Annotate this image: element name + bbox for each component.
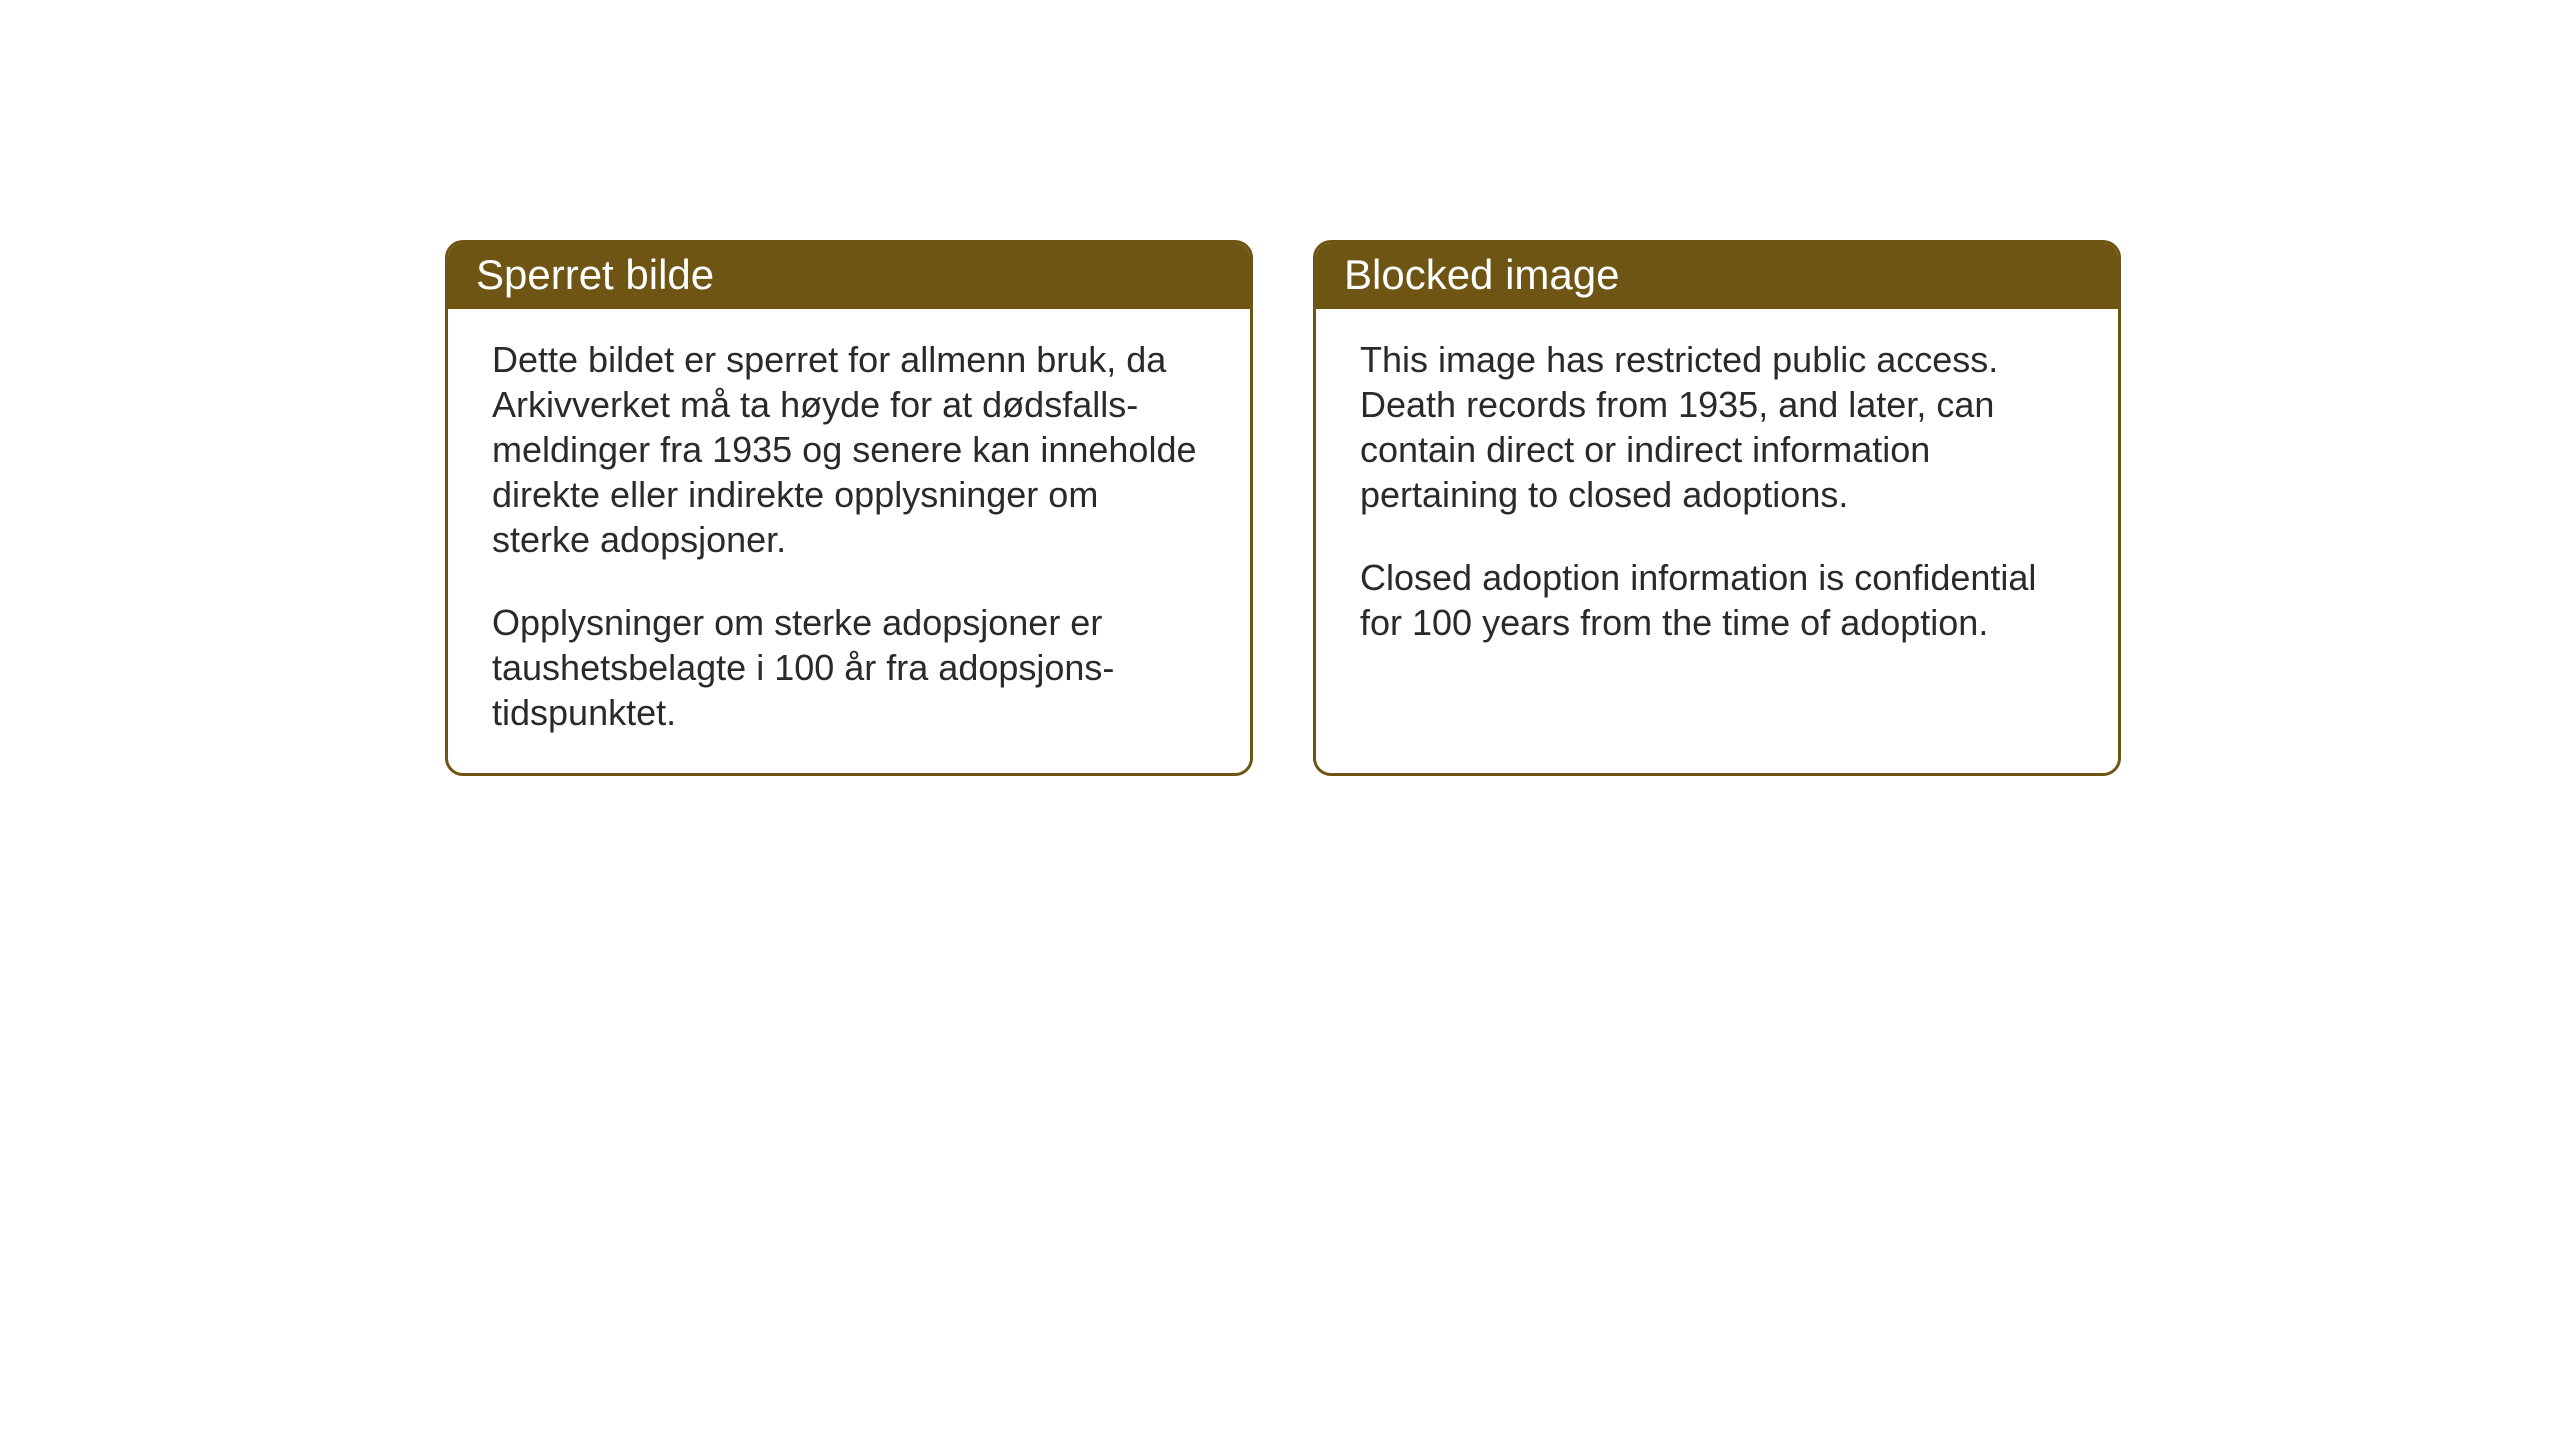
notice-title-norwegian: Sperret bilde (476, 251, 714, 298)
notice-paragraph-2-norwegian: Opplysninger om sterke adopsjoner er tau… (492, 600, 1206, 735)
notice-card-english: Blocked image This image has restricted … (1313, 240, 2121, 776)
notice-title-english: Blocked image (1344, 251, 1619, 298)
notice-paragraph-1-english: This image has restricted public access.… (1360, 337, 2074, 517)
notice-body-norwegian: Dette bildet er sperret for allmenn bruk… (448, 309, 1250, 773)
notice-paragraph-2-english: Closed adoption information is confident… (1360, 555, 2074, 645)
notice-header-norwegian: Sperret bilde (448, 243, 1250, 309)
notice-body-english: This image has restricted public access.… (1316, 309, 2118, 725)
notice-paragraph-1-norwegian: Dette bildet er sperret for allmenn bruk… (492, 337, 1206, 562)
notice-card-norwegian: Sperret bilde Dette bildet er sperret fo… (445, 240, 1253, 776)
notice-container: Sperret bilde Dette bildet er sperret fo… (445, 240, 2121, 776)
notice-header-english: Blocked image (1316, 243, 2118, 309)
